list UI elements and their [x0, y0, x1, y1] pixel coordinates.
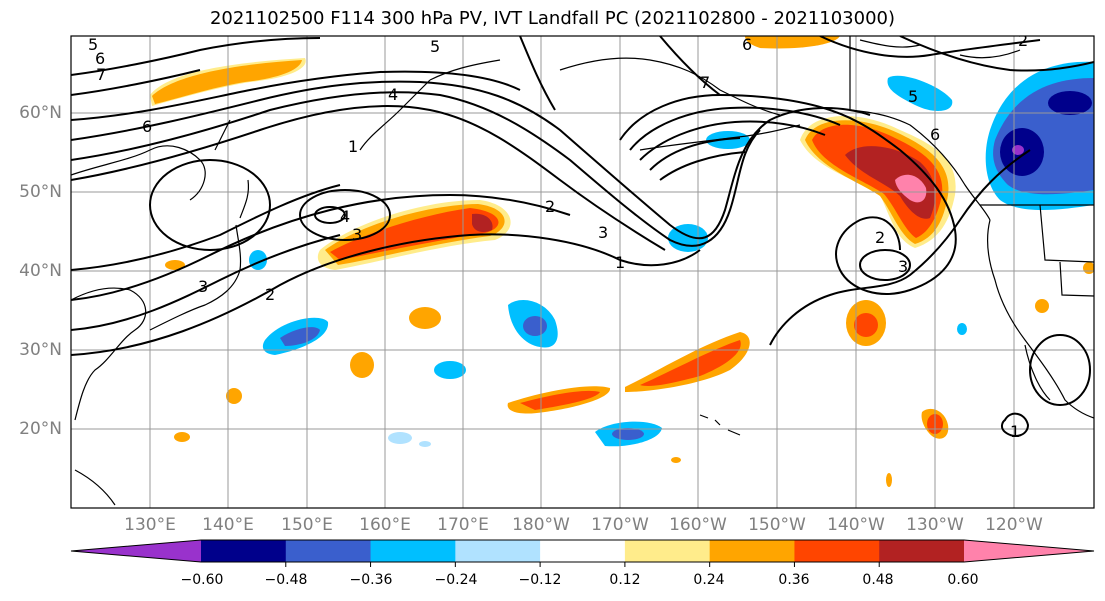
contour-label: 1	[615, 253, 625, 272]
colorbar-segment	[709, 540, 795, 562]
contour-label: 1	[348, 137, 358, 156]
contour-label: 3	[898, 257, 908, 276]
colorbar-segment	[624, 540, 711, 562]
colorbar	[70, 539, 1095, 567]
colorbar-segment	[540, 540, 626, 562]
lon-label-160e: 160°E	[359, 515, 411, 535]
contour-label: 5	[908, 87, 918, 106]
lon-label-120w: 120°W	[985, 515, 1043, 535]
lon-label-170e: 170°E	[437, 515, 489, 535]
colorbar-segment	[794, 540, 880, 562]
colorbar-segment	[201, 540, 287, 562]
contour-label: 7	[96, 65, 106, 84]
contour-label: 5	[430, 37, 440, 56]
colorbar-tick-label: 0.36	[778, 572, 810, 588]
contour-label: 4	[340, 207, 350, 226]
pv-contours	[71, 36, 1094, 437]
contour-label: 6	[742, 35, 752, 54]
lat-label-40n: 40°N	[19, 261, 62, 281]
colorbar-segment	[455, 540, 541, 562]
contour-label: 6	[930, 125, 940, 144]
contour-label: 3	[198, 277, 208, 296]
contour-labels: 5 5 6 7 6 4 1 4 3 2 3 2 2 3 1 7 6 5 6 2 …	[88, 31, 1028, 441]
contour-label: 5	[88, 35, 98, 54]
contour-label: 3	[598, 223, 608, 242]
lat-label-60n: 60°N	[19, 103, 62, 123]
contour-label: 3	[352, 225, 362, 244]
contour-label: 2	[265, 285, 275, 304]
colorbar-tick-label: 0.12	[609, 572, 641, 588]
contour-label: 2	[875, 228, 885, 247]
colorbar-segment	[879, 540, 965, 562]
lat-label-50n: 50°N	[19, 182, 62, 202]
contour-label: 6	[142, 117, 152, 136]
lon-label-180w: 180°W	[512, 515, 570, 535]
lon-label-150e: 150°E	[281, 515, 333, 535]
colorbar-tick-label: 0.60	[947, 572, 979, 588]
colorbar-segment	[964, 540, 1094, 562]
contour-label: 7	[700, 73, 710, 92]
lat-label-20n: 20°N	[19, 419, 62, 439]
colorbar-tick-label: −0.48	[264, 572, 308, 588]
map-title: 2021102500 F114 300 hPa PV, IVT Landfall…	[209, 8, 896, 29]
lat-label-30n: 30°N	[19, 340, 62, 360]
colorbar-tick-label: −0.36	[349, 572, 393, 588]
colorbar-outline	[70, 539, 1095, 563]
colorbar-tick-label: −0.60	[180, 572, 224, 588]
colorbar-tick-label: −0.24	[434, 572, 478, 588]
colorbar-segment	[370, 540, 456, 562]
colorbar-segment	[71, 540, 201, 562]
lon-label-140w: 140°W	[827, 515, 885, 535]
lon-label-140e: 140°E	[202, 515, 254, 535]
colorbar-segment	[285, 540, 372, 562]
map-frame	[70, 35, 1095, 509]
shaded-anomalies	[150, 36, 1094, 487]
lon-label-160w: 160°W	[669, 515, 727, 535]
contour-label: 6	[95, 49, 105, 68]
lon-label-170w: 170°W	[591, 515, 649, 535]
colorbar-tick-label: −0.12	[518, 572, 562, 588]
colorbar-tick-label: 0.48	[862, 572, 894, 588]
lon-label-150w: 150°W	[748, 515, 806, 535]
lon-label-130e: 130°E	[124, 515, 176, 535]
colorbar-tick-label: 0.24	[693, 572, 725, 588]
contour-label: 4	[388, 85, 398, 104]
contour-label: 1	[1010, 422, 1020, 441]
lat-lon-grid	[71, 36, 1094, 508]
lon-label-130w: 130°W	[906, 515, 964, 535]
contour-label: 2	[545, 197, 555, 216]
contour-label: 2	[1018, 31, 1028, 50]
